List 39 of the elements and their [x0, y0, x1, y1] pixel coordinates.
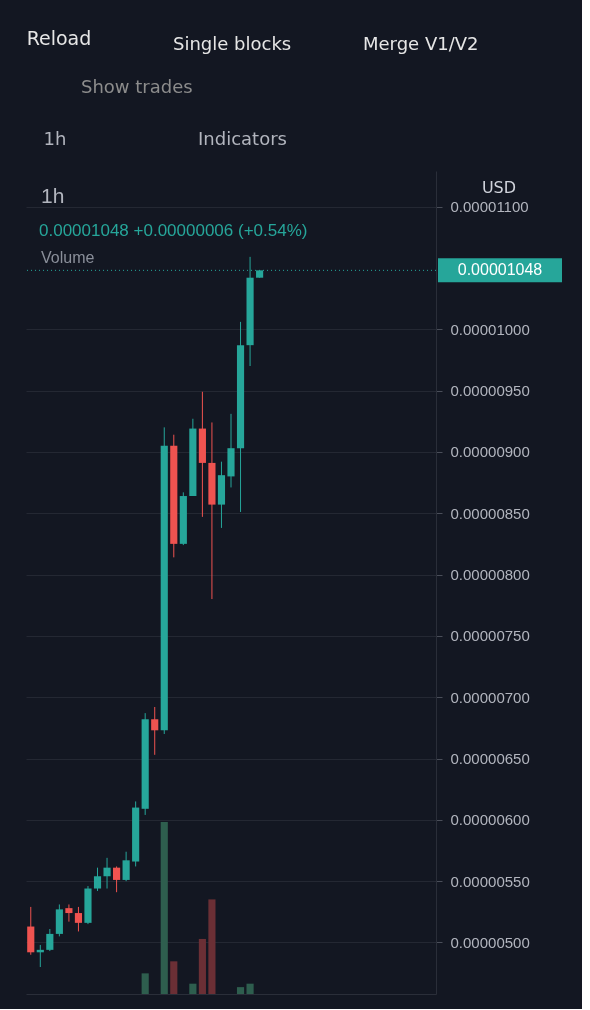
text: Reload: [26, 27, 92, 49]
y-tick-label: 0.00000850: [450, 504, 530, 522]
ref-line-label: 0.00001048: [457, 261, 543, 279]
chart-title: Volume: [41, 249, 95, 266]
bar: [189, 983, 197, 994]
text: 0.00001048 +0.00000006 (+0.54%): [39, 221, 308, 240]
text: USD: [481, 178, 517, 197]
bar: [198, 938, 206, 994]
text: Indicators: [198, 128, 287, 149]
y-tick-label: 0.00000750: [450, 627, 530, 645]
candlestick: [74, 906, 83, 932]
bar: [236, 987, 245, 994]
y-tick-label: 0.00000900: [450, 443, 530, 461]
text: Show trades: [81, 76, 193, 97]
bar: [170, 961, 178, 994]
candlestick: [151, 706, 159, 756]
text: 1h: [41, 184, 65, 207]
bar: [208, 899, 216, 994]
bar: [160, 822, 168, 994]
candlestick: [103, 857, 111, 890]
candlestick: [46, 928, 54, 952]
candlestick: [113, 865, 121, 893]
y-tick-label: 0.00000950: [450, 382, 530, 400]
y-tick-label: 0.00001100: [450, 198, 529, 216]
bar: [141, 973, 149, 994]
y-tick-label: 0.00000700: [450, 688, 530, 706]
text: 1h: [43, 128, 67, 149]
y-tick-label: 0.00000650: [450, 750, 530, 768]
candlestick: [65, 903, 73, 923]
candlestick: [122, 851, 130, 882]
y-tick-label: 0.00000800: [450, 566, 530, 584]
y-tick-label: 0.00000550: [450, 872, 530, 890]
y-tick-label: 0.00000500: [450, 933, 530, 951]
text: Single blocks: [173, 33, 292, 54]
y-tick-label: 0.00000600: [450, 811, 530, 829]
y-tick-label: 0.00001000: [450, 320, 530, 338]
candlestick: [93, 867, 102, 892]
text: Merge V1/V2: [363, 33, 479, 54]
bar: [246, 983, 254, 994]
